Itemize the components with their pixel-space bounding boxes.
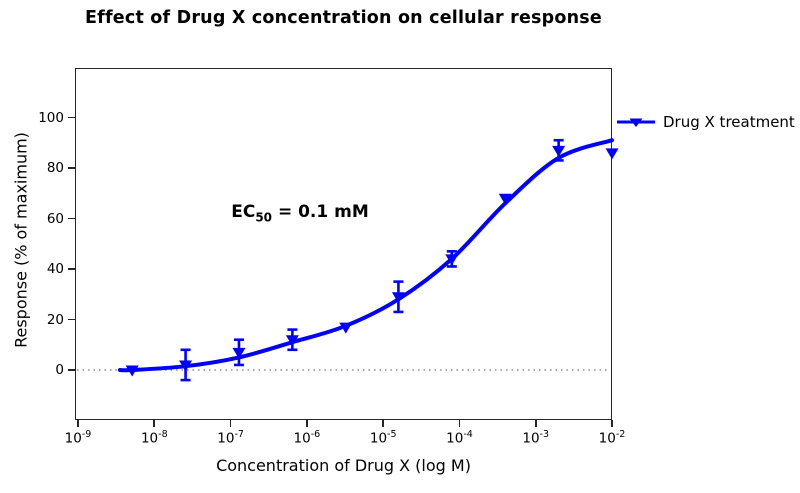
y-tick-label: 0 [55, 362, 64, 378]
x-tick [153, 420, 156, 427]
x-tick [458, 420, 461, 427]
x-tick [229, 420, 232, 427]
y-tick [68, 318, 75, 321]
y-tick-label: 100 [38, 109, 64, 126]
x-tick [534, 420, 537, 427]
x-tick-label: 10-3 [522, 429, 550, 447]
x-tick-label: 10-9 [64, 429, 92, 447]
ec50-prefix: EC [231, 202, 256, 222]
y-tick-label: 80 [46, 160, 64, 176]
x-tick-label: 10-4 [446, 429, 473, 447]
x-tick-label: 10-6 [293, 429, 321, 447]
y-tick-label: 60 [46, 210, 64, 227]
y-tick [68, 167, 75, 169]
legend: Drug X treatment [616, 113, 795, 131]
x-tick [77, 420, 79, 427]
x-tick-label: 10-2 [598, 429, 626, 447]
x-tick-label: 10-7 [217, 429, 244, 447]
y-tick [68, 369, 75, 371]
plot-canvas [77, 138, 619, 382]
y-tick-label: 20 [46, 311, 64, 328]
x-tick-label: 10-8 [140, 429, 168, 447]
y-tick-label: 40 [46, 261, 64, 277]
chart-title: Effect of Drug X concentration on cellul… [85, 8, 602, 28]
x-tick-label: 10-5 [369, 429, 397, 447]
legend-label: Drug X treatment [663, 113, 795, 131]
y-tick [68, 268, 75, 270]
ec50-subscript: 50 [255, 210, 273, 225]
ec50-value: = 0.1 mM [272, 202, 369, 222]
x-axis-label: Concentration of Drug X (log M) [216, 456, 471, 475]
y-tick [68, 217, 75, 220]
y-tick [68, 116, 75, 119]
plot-area [75, 68, 612, 420]
x-tick [306, 420, 308, 427]
ec50-annotation: EC50 = 0.1 mM [231, 202, 369, 224]
x-tick [382, 420, 385, 427]
x-tick [611, 420, 613, 427]
legend-marker-icon [617, 118, 655, 127]
